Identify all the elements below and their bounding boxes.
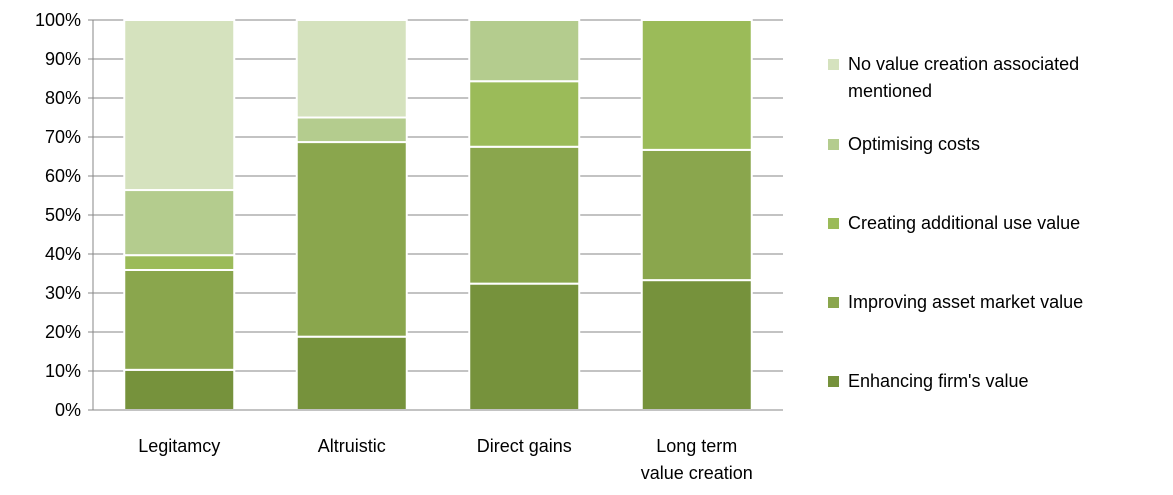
legend-swatch bbox=[828, 139, 839, 150]
bar-segment bbox=[295, 141, 408, 338]
bar-segment bbox=[640, 279, 753, 411]
legend-swatch bbox=[828, 218, 839, 229]
legend: No value creation associated mentioned Opt… bbox=[828, 54, 1083, 391]
bar-segment bbox=[468, 19, 581, 83]
bar-segment bbox=[640, 148, 753, 282]
bar-segment bbox=[295, 335, 408, 411]
x-tick-label: Direct gains bbox=[477, 436, 572, 456]
y-tick-label: 90% bbox=[45, 49, 81, 69]
x-tick-label: Long term bbox=[656, 436, 737, 456]
bar-segment bbox=[123, 268, 236, 371]
bar-segment bbox=[468, 80, 581, 148]
legend-label: mentioned bbox=[848, 81, 932, 101]
legend-label: Creating additional use value bbox=[848, 213, 1080, 233]
legend-label: Enhancing firm's value bbox=[848, 371, 1029, 391]
y-tick-label: 10% bbox=[45, 361, 81, 381]
legend-swatch bbox=[828, 59, 839, 70]
x-tick-label: Legitamcy bbox=[138, 436, 220, 456]
bar-segment bbox=[295, 116, 408, 144]
bar-segment bbox=[123, 254, 236, 271]
legend-label: Optimising costs bbox=[848, 134, 980, 154]
y-tick-label: 30% bbox=[45, 283, 81, 303]
bars bbox=[123, 19, 753, 412]
legend-label: Improving asset market value bbox=[848, 292, 1083, 312]
y-tick-label: 20% bbox=[45, 322, 81, 342]
bar-segment bbox=[123, 19, 236, 192]
y-tick-label: 40% bbox=[45, 244, 81, 264]
x-tick-label: value creation bbox=[641, 463, 753, 483]
bar-segment bbox=[640, 19, 753, 151]
bar-segment bbox=[295, 19, 408, 119]
bar-segment bbox=[123, 189, 236, 257]
y-tick-label: 0% bbox=[55, 400, 81, 420]
x-tick-label: Altruistic bbox=[318, 436, 386, 456]
y-tick-label: 50% bbox=[45, 205, 81, 225]
y-tick-label: 70% bbox=[45, 127, 81, 147]
bar-segment bbox=[468, 282, 581, 412]
y-tick-label: 80% bbox=[45, 88, 81, 108]
bar-segment bbox=[468, 145, 581, 285]
y-tick-label: 60% bbox=[45, 166, 81, 186]
bar-segment bbox=[123, 368, 236, 411]
y-tick-label: 100% bbox=[35, 10, 81, 30]
legend-swatch bbox=[828, 376, 839, 387]
legend-swatch bbox=[828, 297, 839, 308]
legend-label: No value creation associated bbox=[848, 54, 1079, 74]
axes: 0% 10% 20% 30% 40% 50% 60% 70% 80% 90% 100% Legitam… bbox=[35, 10, 783, 483]
